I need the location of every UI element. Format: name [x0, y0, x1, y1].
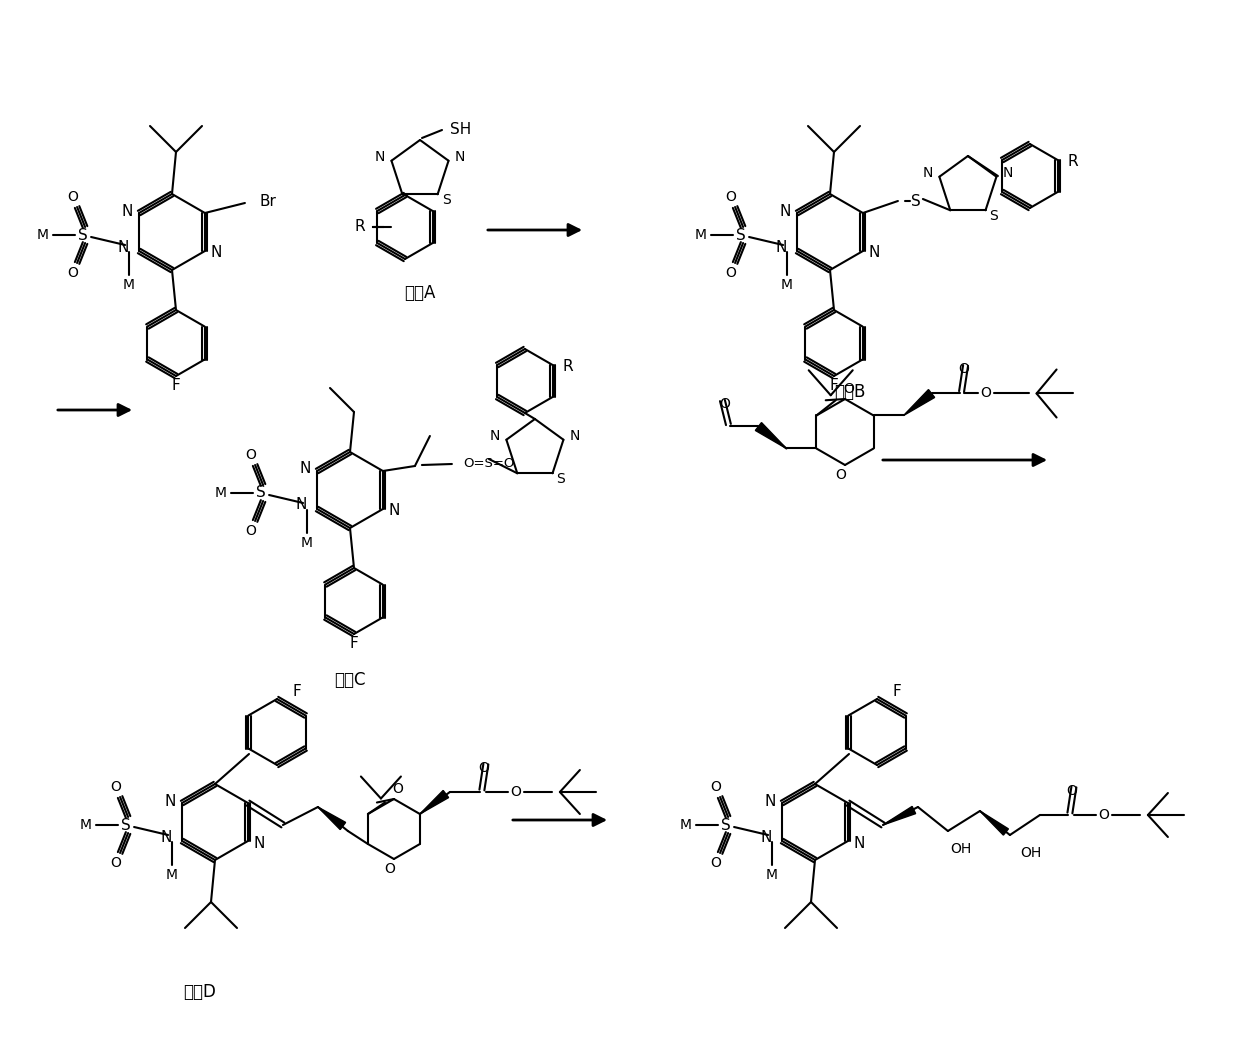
Text: F: F	[293, 685, 301, 700]
Text: O: O	[110, 780, 122, 794]
Text: N: N	[869, 246, 880, 261]
Text: O: O	[725, 266, 737, 280]
Text: O: O	[711, 856, 722, 870]
Text: N: N	[118, 240, 129, 254]
Text: O: O	[959, 363, 968, 376]
Text: F: F	[893, 685, 901, 700]
Polygon shape	[755, 423, 786, 448]
Polygon shape	[420, 791, 449, 814]
Text: O: O	[479, 761, 490, 775]
Text: N: N	[122, 204, 133, 218]
Text: N: N	[295, 497, 308, 512]
Text: R: R	[1068, 155, 1079, 170]
Text: M: M	[680, 818, 692, 832]
Text: Br: Br	[260, 194, 277, 209]
Text: N: N	[923, 165, 934, 180]
Text: O: O	[393, 782, 403, 796]
Text: N: N	[254, 835, 265, 850]
Text: S: S	[78, 228, 88, 243]
Text: R: R	[563, 359, 574, 374]
Text: O: O	[719, 398, 730, 411]
Text: 物质C: 物质C	[335, 671, 366, 689]
Text: S: S	[737, 228, 746, 243]
Text: M: M	[696, 228, 707, 242]
Text: N: N	[374, 149, 386, 163]
Text: S: S	[722, 817, 730, 832]
Text: M: M	[215, 485, 227, 500]
Polygon shape	[980, 811, 1008, 835]
Text: O: O	[246, 448, 257, 462]
Text: O: O	[843, 382, 854, 396]
Text: M: M	[301, 536, 312, 550]
Text: O: O	[68, 266, 78, 280]
Text: N: N	[165, 794, 176, 809]
Text: M: M	[123, 278, 135, 292]
Text: N: N	[569, 428, 580, 443]
Text: O: O	[711, 780, 722, 794]
Text: N: N	[490, 428, 501, 443]
Text: F: F	[171, 377, 180, 392]
Text: N: N	[765, 794, 776, 809]
Text: N: N	[760, 830, 773, 845]
Text: N: N	[300, 461, 311, 477]
Text: O: O	[1066, 784, 1078, 798]
Text: SH: SH	[450, 123, 471, 138]
Text: OH: OH	[1021, 846, 1042, 860]
Text: O: O	[246, 524, 257, 538]
Text: 物质A: 物质A	[404, 284, 435, 302]
Text: O: O	[384, 862, 396, 876]
Text: N: N	[1002, 165, 1013, 180]
Text: O: O	[725, 190, 737, 204]
Text: F: F	[830, 377, 838, 392]
Text: OH: OH	[950, 842, 971, 856]
Text: O: O	[836, 469, 847, 482]
Text: M: M	[37, 228, 50, 242]
Text: N: N	[389, 504, 401, 518]
Text: M: M	[166, 868, 179, 882]
Text: 物质B: 物质B	[835, 383, 866, 401]
Text: O: O	[110, 856, 122, 870]
Text: N: N	[161, 830, 172, 845]
Text: S: S	[257, 485, 265, 500]
Text: M: M	[766, 868, 777, 882]
Text: S: S	[122, 817, 131, 832]
Polygon shape	[904, 390, 935, 416]
Text: 物质D: 物质D	[184, 983, 217, 1001]
Text: N: N	[780, 204, 791, 218]
Text: S: S	[911, 194, 921, 209]
Text: R: R	[355, 219, 365, 234]
Text: S: S	[557, 473, 565, 487]
Text: S: S	[441, 193, 450, 208]
Text: O: O	[511, 785, 521, 799]
Text: O: O	[1099, 808, 1110, 822]
Text: N: N	[854, 835, 866, 850]
Polygon shape	[317, 807, 346, 830]
Text: N: N	[211, 246, 222, 261]
Polygon shape	[883, 807, 915, 825]
Text: O: O	[68, 190, 78, 204]
Text: O: O	[980, 387, 991, 401]
Text: N: N	[455, 149, 465, 163]
Text: M: M	[781, 278, 794, 292]
Text: O=S=O: O=S=O	[463, 458, 515, 471]
Text: S: S	[990, 209, 998, 224]
Text: N: N	[776, 240, 787, 254]
Text: M: M	[81, 818, 92, 832]
Text: F: F	[350, 636, 358, 651]
